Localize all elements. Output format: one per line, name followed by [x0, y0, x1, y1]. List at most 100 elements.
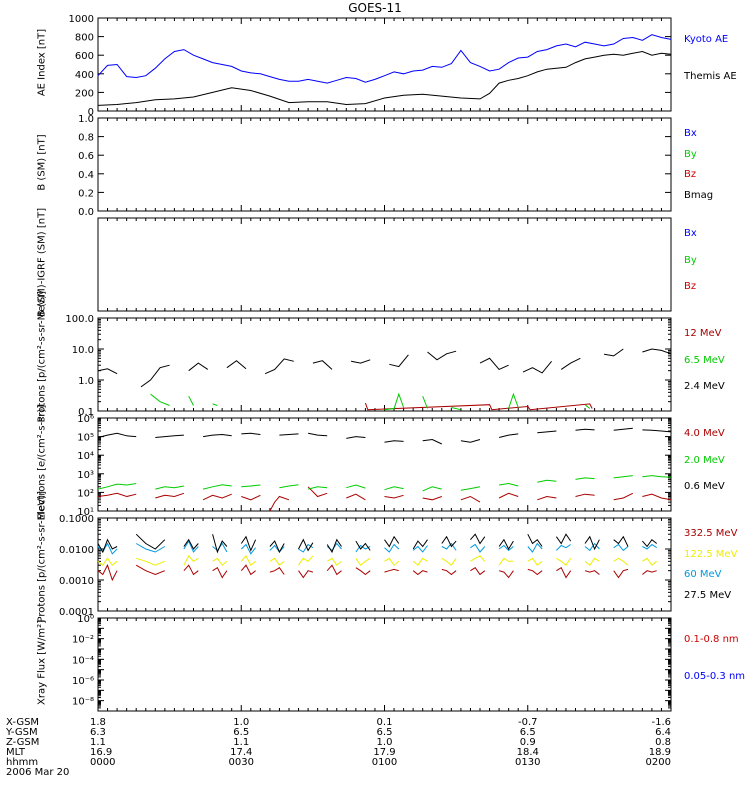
y-tick-label: 0.1000: [59, 514, 94, 525]
y-tick-label: 10⁴: [77, 451, 94, 462]
panel-frame-b-sm: [97, 117, 672, 212]
legend-bx: Bx: [684, 128, 697, 139]
y-tick-label: 100.0: [65, 314, 94, 325]
y-tick-label: 0: [88, 107, 94, 118]
legend-122-5-mev: 122.5 MeV: [684, 548, 738, 560]
legend-themis-ae: Themis AE: [684, 71, 737, 83]
panel-frame-b-igrf: [97, 217, 672, 312]
legend-bmag: Bmag: [684, 190, 714, 201]
y-tick-label: 0.1: [78, 407, 94, 418]
series-line-4-0-mev: [97, 486, 672, 512]
y-tick-label: 10⁻⁴: [72, 655, 94, 666]
orbit-value: 6.4: [655, 727, 671, 738]
legend-by: By: [684, 148, 697, 160]
series-line-12-mev: [364, 402, 593, 411]
orbit-value: 1.8: [90, 717, 106, 728]
orbit-value: 1.1: [233, 737, 250, 748]
plot-date: 2006 Mar 20: [6, 767, 70, 778]
y-tick-label: 10⁻²: [72, 635, 94, 646]
series-line-themis-ae: [97, 50, 672, 106]
orbit-value: 0.8: [655, 737, 671, 748]
y-tick-label: 0.0: [78, 207, 94, 218]
panel-frame-protons-mev: [97, 317, 672, 412]
y-tick-label: 10³: [77, 470, 94, 481]
y-tick-label: 1000: [69, 14, 94, 25]
orbit-label-z-gsm: Z-GSM: [6, 737, 40, 748]
series-line-kyoto-ae: [97, 34, 672, 84]
y-tick-label: 0.0001: [59, 607, 94, 618]
series-line-122-5-mev: [97, 555, 658, 566]
y-tick-label: 0.0010: [59, 576, 94, 587]
y-tick-label: 10.0: [72, 345, 94, 356]
orbit-value: -1.6: [651, 717, 671, 728]
orbit-value: 6.3: [90, 727, 106, 738]
y-tick-label: 0.8: [78, 133, 94, 144]
legend-6-5-mev: 6.5 MeV: [684, 354, 725, 366]
series-line-332-5-mev: [97, 563, 657, 582]
panel-frame-electrons: [97, 417, 672, 512]
y-tick-label: 0.2: [78, 188, 94, 199]
legend-0-6-mev: 0.6 MeV: [684, 481, 725, 493]
orbit-value: 6.5: [519, 727, 536, 738]
orbit-value: 0030: [228, 757, 254, 768]
y-tick-label: 800: [75, 33, 94, 44]
y-axis-label-xray: Xray Flux [W/m²]: [36, 619, 48, 705]
y-tick-label: 10²: [77, 488, 94, 499]
legend-27-5-mev: 27.5 MeV: [684, 590, 732, 601]
series-line-2-4-mev: [97, 348, 672, 388]
panel-frame-xray: [97, 617, 672, 712]
legend-60-mev: 60 MeV: [684, 569, 722, 581]
y-tick-label: 0.4: [78, 170, 94, 181]
orbit-value: 0130: [515, 757, 541, 768]
legend-bx: Bx: [684, 228, 697, 239]
y-tick-label: 600: [75, 51, 94, 62]
plot-title: GOES-11: [348, 1, 402, 15]
orbit-value: 6.5: [376, 727, 393, 738]
y-tick-label: 10¹: [77, 507, 94, 518]
orbit-value: 1.0: [233, 717, 250, 728]
orbit-label-y-gsm: Y-GSM: [6, 727, 38, 738]
legend-332-5-mev: 332.5 MeV: [684, 528, 738, 539]
orbit-label-x-gsm: X-GSM: [6, 717, 40, 728]
y-tick-label: 400: [75, 70, 94, 81]
y-tick-label: 10⁵: [77, 433, 94, 444]
orbit-value: 0200: [645, 757, 671, 768]
orbit-value: -0.7: [517, 717, 538, 728]
orbit-value: 1.1: [90, 737, 106, 748]
orbit-value: 1.0: [376, 737, 393, 748]
legend-kyoto-ae: Kyoto AE: [684, 34, 729, 45]
legend-0-1-0-8-nm: 0.1-0.8 nm: [684, 634, 739, 645]
series-line-60-mev: [97, 540, 657, 555]
y-tick-label: 10⁻⁸: [72, 697, 94, 708]
series-line-0-6-mev: [97, 427, 672, 445]
y-tick-label: 1.0: [78, 376, 94, 387]
orbit-value: 18.4: [516, 747, 539, 758]
y-tick-label: 10⁶: [77, 414, 94, 425]
orbit-value: 0.9: [519, 737, 536, 748]
legend-2-4-mev: 2.4 MeV: [684, 381, 725, 393]
panel-frame-ae: [97, 17, 672, 112]
y-tick-label: 200: [75, 88, 94, 99]
legend-bz: Bz: [684, 169, 697, 181]
y-tick-label: 0.0100: [59, 545, 94, 556]
orbit-value: 17.9: [373, 747, 396, 758]
legend-2-0-mev: 2.0 MeV: [684, 454, 725, 466]
series-line-2-0-mev: [97, 475, 672, 492]
y-tick-label: 0.6: [78, 151, 94, 162]
orbit-label-mlt: MLT: [6, 747, 25, 758]
series-line-6-5-mev: [150, 392, 591, 411]
orbit-label-hhmm: hhmm: [6, 757, 39, 768]
legend-bz: Bz: [684, 281, 697, 293]
legend-4-0-mev: 4.0 MeV: [684, 428, 725, 439]
orbit-value: 0000: [90, 757, 116, 768]
legend-by: By: [684, 254, 697, 266]
orbit-value: 0.1: [376, 717, 393, 728]
orbit-value: 17.4: [230, 747, 253, 758]
orbit-value: 16.9: [90, 747, 113, 758]
orbit-value: 0100: [371, 757, 398, 768]
y-tick-label: 10⁻⁶: [72, 676, 94, 687]
legend-12-mev: 12 MeV: [684, 328, 722, 339]
orbit-value: 6.5: [233, 727, 250, 738]
